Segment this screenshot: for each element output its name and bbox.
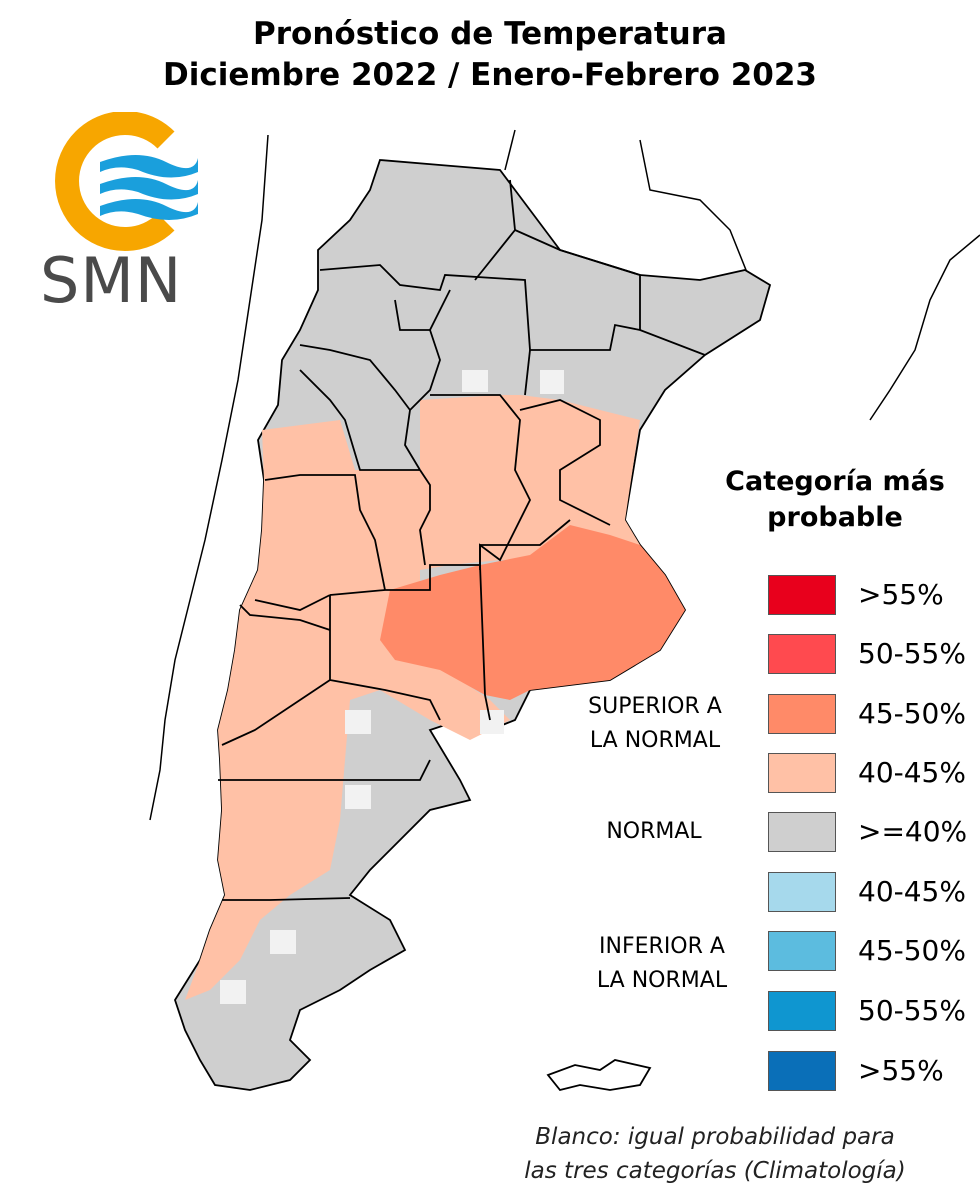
legend-swatch-above-50-55 bbox=[768, 634, 836, 674]
legend-label-above-50-55: 50-55% bbox=[858, 637, 966, 670]
legend-swatch-below-40-45 bbox=[768, 872, 836, 912]
legend-label-below-55: >55% bbox=[858, 1054, 944, 1087]
equal-probability-cell bbox=[480, 710, 504, 734]
paraguay-border-line bbox=[504, 129, 516, 171]
legend-label-below-50-55: 50-55% bbox=[858, 994, 966, 1027]
legend-group-normal: NORMAL bbox=[606, 819, 702, 844]
malvinas-islands bbox=[546, 1059, 652, 1092]
legend-label-below-45-50: 45-50% bbox=[858, 934, 966, 967]
legend-label-below-40-45: 40-45% bbox=[858, 875, 966, 908]
equal-probability-cell bbox=[345, 710, 371, 734]
legend-swatch-below-55 bbox=[768, 1051, 836, 1091]
map-title-line2: Diciembre 2022 / Enero-Febrero 2023 bbox=[163, 57, 817, 93]
legend-swatch-above-45-50 bbox=[768, 694, 836, 734]
logo-text: SMN bbox=[40, 244, 183, 317]
chile-coastline bbox=[149, 134, 269, 821]
climatology-note: Blanco: igual probabilidad para las tres… bbox=[500, 1120, 930, 1188]
legend-title-line1: Categoría más bbox=[725, 466, 945, 497]
smn-logo-icon bbox=[54, 112, 198, 251]
legend-group-superior: SUPERIOR A LA NORMAL bbox=[555, 690, 755, 758]
climatology-note-line2: las tres categorías (Climatología) bbox=[524, 1158, 906, 1184]
legend-swatch-above-40-45 bbox=[768, 753, 836, 793]
legend-swatch-below-50-55 bbox=[768, 991, 836, 1031]
legend-title: Categoría más probable bbox=[690, 464, 980, 536]
brazil-coastline bbox=[869, 234, 980, 421]
legend-label-above-40-45: 40-45% bbox=[858, 756, 966, 789]
legend-label-above-45-50: 45-50% bbox=[858, 697, 966, 730]
argentina-forecast-map bbox=[149, 129, 980, 1092]
equal-probability-cell bbox=[220, 980, 246, 1004]
legend-group-inferior-line2: LA NORMAL bbox=[596, 968, 728, 993]
equal-probability-cell bbox=[345, 785, 371, 809]
climatology-note-line1: Blanco: igual probabilidad para bbox=[535, 1124, 895, 1150]
legend-group-inferior: INFERIOR A LA NORMAL bbox=[562, 930, 762, 998]
map-title-line1: Pronóstico de Temperatura bbox=[253, 16, 727, 52]
above-normal-45-50-region bbox=[380, 525, 685, 700]
legend-title-line2: probable bbox=[767, 502, 903, 533]
equal-probability-cell bbox=[540, 370, 564, 394]
equal-probability-cell bbox=[462, 370, 488, 392]
legend-swatch-below-45-50 bbox=[768, 931, 836, 971]
legend-group-superior-line1: SUPERIOR A bbox=[588, 694, 722, 719]
legend-group-inferior-line1: INFERIOR A bbox=[599, 934, 725, 959]
province-borders bbox=[218, 179, 706, 901]
legend-label-normal: >=40% bbox=[858, 815, 968, 848]
above-normal-40-45-region bbox=[185, 395, 640, 1000]
legend-group-superior-line2: LA NORMAL bbox=[589, 728, 721, 753]
legend-swatch-normal bbox=[768, 812, 836, 852]
legend-swatch-above-55 bbox=[768, 575, 836, 615]
equal-probability-cell bbox=[270, 930, 296, 954]
legend-label-above-55: >55% bbox=[858, 578, 944, 611]
